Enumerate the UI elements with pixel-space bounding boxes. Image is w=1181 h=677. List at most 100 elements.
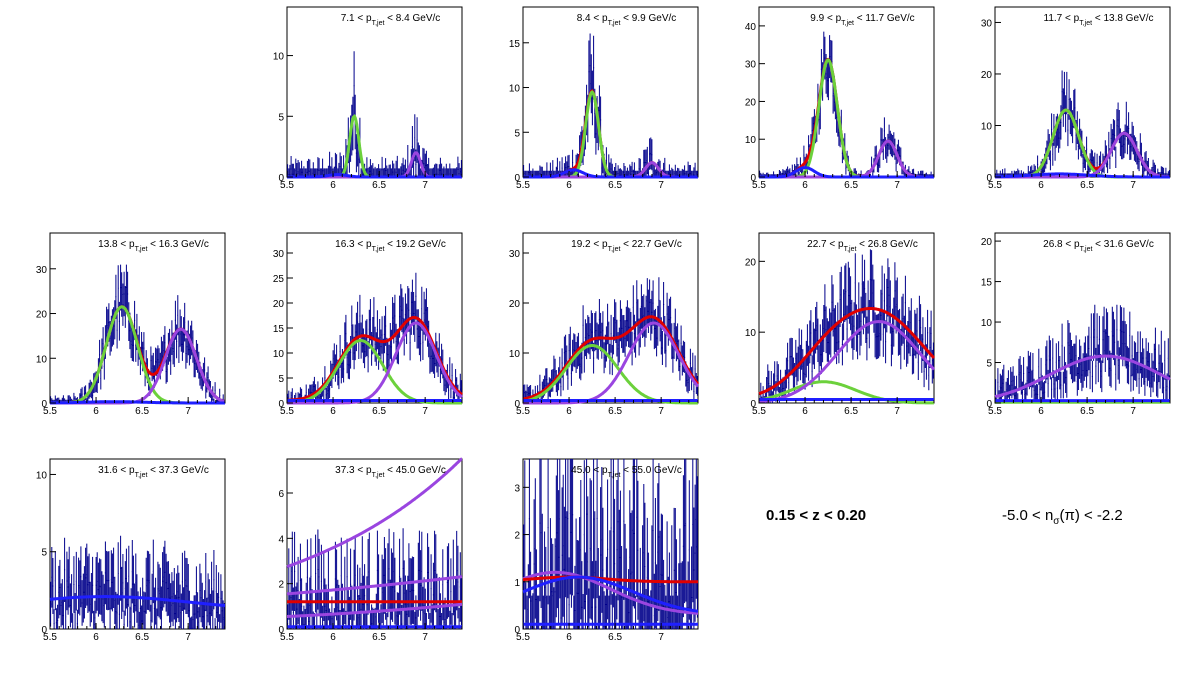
y-tick-label: 30 xyxy=(745,60,757,71)
blue-fit-curve xyxy=(287,173,462,179)
nsigma-range-label: -5.0 < nσ(π) < -2.2 xyxy=(1002,507,1123,527)
y-tick-label: 2 xyxy=(514,531,520,542)
y-tick-label: 1 xyxy=(514,578,520,589)
chart-panel-4: 5.5 6 6.5 7 0 10 20 30 11.7 < pT,jet < 13.8 GeV/… xyxy=(981,6,1171,191)
x-tick-label: 7 xyxy=(185,632,191,643)
y-tick-label: 30 xyxy=(273,249,285,260)
x-tick-label: 7 xyxy=(185,406,191,417)
x-tick-label: 6.5 xyxy=(608,632,622,643)
panel-title: 7.1 < pT,jet < 8.4 GeV/c xyxy=(341,13,441,27)
x-tick-label: 5.5 xyxy=(43,632,57,643)
x-tick-label: 6.5 xyxy=(608,406,622,417)
y-tick-label: 10 xyxy=(745,328,757,339)
x-tick-label: 6.5 xyxy=(135,632,149,643)
y-tick-label: 0 xyxy=(41,399,47,410)
y-tick-label: 0 xyxy=(986,173,992,184)
purple-fit-curve xyxy=(522,570,698,615)
y-tick-label: 10 xyxy=(36,470,48,481)
x-tick-label: 6 xyxy=(566,632,572,643)
y-tick-label: 15 xyxy=(273,324,285,335)
x-tick-label: 6.5 xyxy=(135,406,149,417)
y-tick-label: 2 xyxy=(278,580,284,591)
panel-title: 9.9 < pT,jet < 11.7 GeV/c xyxy=(810,13,914,27)
panel-title: 16.3 < pT,jet < 19.2 GeV/c xyxy=(335,239,446,253)
panel-title: 19.2 < pT,jet < 22.7 GeV/c xyxy=(571,239,682,253)
y-tick-label: 0 xyxy=(278,625,284,636)
x-tick-label: 6 xyxy=(802,406,808,417)
chart-panel-12: 5.5 6 6.5 7 0 1 2 3 45.0 < pT,jet < 55.0 GeV/c xyxy=(514,458,699,643)
purple-fit-curve xyxy=(287,321,463,405)
x-tick-label: 5.5 xyxy=(988,180,1002,191)
purple-fit-curve xyxy=(286,575,463,596)
x-tick-label: 7 xyxy=(422,180,428,191)
blue-fit-curve xyxy=(759,166,934,179)
y-tick-label: 15 xyxy=(981,278,993,289)
plot-frame xyxy=(286,6,463,178)
blue-fit-curve xyxy=(50,400,225,405)
x-tick-label: 5.5 xyxy=(280,406,294,417)
y-tick-label: 5 xyxy=(41,548,47,559)
blue-fit-curve xyxy=(522,575,699,613)
x-tick-label: 5.5 xyxy=(752,406,766,417)
chart-panel-6: 5.5 6 6.5 7 0 5 10 15 20 25 30 16.3 < pT,jet < 19.2… xyxy=(273,232,463,417)
y-tick-label: 0 xyxy=(278,399,284,410)
y-tick-label: 0 xyxy=(514,173,520,184)
y-tick-label: 0 xyxy=(750,173,756,184)
y-tick-label: 3 xyxy=(514,483,520,494)
purple-fit-curve xyxy=(759,319,936,404)
chart-panel-9: 5.5 6 6.5 7 0 5 10 15 20 26.8 < pT,jet < 31.6 GeV… xyxy=(981,232,1171,417)
x-tick-label: 5.5 xyxy=(516,406,530,417)
chart-panel-2: 5.5 6 6.5 7 0 5 10 15 8.4 < pT,jet < 9.9 GeV/c xyxy=(509,6,699,191)
x-tick-label: 6.5 xyxy=(608,180,622,191)
nsigma-label-post: (π) < -2.2 xyxy=(1059,507,1123,524)
x-tick-label: 6.5 xyxy=(372,632,386,643)
x-tick-label: 7 xyxy=(1130,180,1136,191)
x-tick-label: 7 xyxy=(422,406,428,417)
y-tick-label: 5 xyxy=(986,359,992,370)
panel-title: 8.4 < pT,jet < 9.9 GeV/c xyxy=(577,13,677,27)
y-tick-label: 0 xyxy=(514,399,520,410)
nsigma-label-sub: σ xyxy=(1053,516,1060,527)
z-range-label: 0.15 < z < 0.20 xyxy=(766,507,867,524)
panel-title: 45.0 < pT,jet < 55.0 GeV/c xyxy=(571,465,682,479)
purple-fit-curve xyxy=(287,602,463,618)
x-tick-label: 7 xyxy=(1130,406,1136,417)
y-tick-label: 20 xyxy=(745,257,757,268)
x-tick-label: 6 xyxy=(93,632,99,643)
x-tick-label: 5.5 xyxy=(988,406,1002,417)
x-tick-label: 7 xyxy=(894,406,900,417)
y-tick-label: 5 xyxy=(514,128,520,139)
chart-panel-7: 5.5 6 6.5 7 0 10 20 30 19.2 < pT,jet < 22.7 GeV/… xyxy=(509,232,700,417)
x-tick-label: 7 xyxy=(422,632,428,643)
purple-fit-curve xyxy=(523,321,700,405)
x-tick-label: 6.5 xyxy=(844,406,858,417)
x-tick-label: 6.5 xyxy=(1080,406,1094,417)
plot-frame xyxy=(522,232,699,404)
green-fit-curve xyxy=(286,339,462,405)
chart-panel-8: 5.5 6 6.5 7 0 10 20 22.7 < pT,jet < 26.8 GeV/c xyxy=(745,232,936,417)
plot-frame xyxy=(522,6,699,178)
x-tick-label: 5.5 xyxy=(43,406,57,417)
blue-fit-curve xyxy=(49,595,226,608)
plot-frame xyxy=(522,458,699,630)
y-tick-label: 15 xyxy=(509,39,521,50)
data-histogram xyxy=(50,535,225,630)
x-tick-label: 6 xyxy=(566,406,572,417)
y-tick-label: 10 xyxy=(745,135,757,146)
y-tick-label: 20 xyxy=(745,97,757,108)
y-tick-label: 4 xyxy=(278,534,284,545)
panel-title: 31.6 < pT,jet < 37.3 GeV/c xyxy=(98,465,209,479)
y-tick-label: 0 xyxy=(986,399,992,410)
purple-fit-curve xyxy=(286,457,463,569)
y-tick-label: 0 xyxy=(750,399,756,410)
y-tick-label: 20 xyxy=(273,299,285,310)
y-tick-label: 10 xyxy=(273,52,285,63)
x-tick-label: 5.5 xyxy=(280,180,294,191)
y-tick-label: 20 xyxy=(981,237,993,248)
y-tick-label: 10 xyxy=(981,318,993,329)
x-tick-label: 7 xyxy=(658,632,664,643)
y-tick-label: 25 xyxy=(273,274,285,285)
red-fit-curve xyxy=(523,575,698,584)
x-tick-label: 5.5 xyxy=(516,180,530,191)
